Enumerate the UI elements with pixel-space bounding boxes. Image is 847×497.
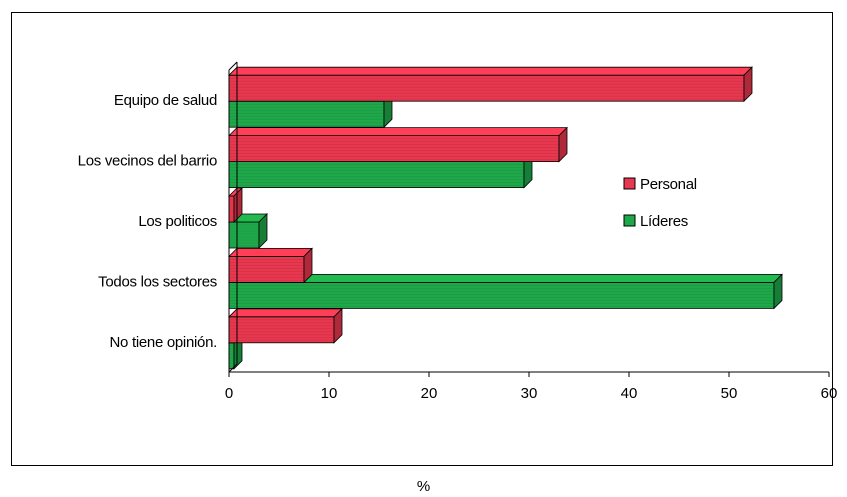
axis-layer bbox=[228, 61, 830, 377]
x-axis-title: % bbox=[416, 478, 431, 495]
x-tick-label: 60 bbox=[821, 385, 838, 402]
x-tick-label: 30 bbox=[521, 385, 538, 402]
legend-label: Personal bbox=[640, 176, 697, 193]
bar-personal bbox=[228, 247, 313, 284]
bar-lderes bbox=[228, 213, 268, 249]
category-labels: Equipo de salud Los vecinos del barrio Los… bbox=[78, 92, 218, 351]
x-tick-label: 0 bbox=[225, 385, 233, 402]
bar-personal bbox=[228, 307, 343, 344]
bar-lderes bbox=[228, 273, 783, 310]
category-label: Todos los sectores bbox=[98, 273, 217, 290]
category-label: Los vecinos del barrio bbox=[78, 153, 217, 170]
x-tick-labels: 0 10 20 30 40 50 60 bbox=[225, 385, 838, 402]
legend-label: Líderes bbox=[640, 213, 688, 230]
bar-personal bbox=[228, 187, 243, 223]
x-tick-label: 10 bbox=[321, 385, 338, 402]
wall-bottom-edge bbox=[228, 363, 238, 373]
category-label: No tiene opinión. bbox=[110, 334, 217, 351]
legend: Personal Líderes bbox=[623, 176, 697, 230]
category-label: Los politicos bbox=[138, 213, 217, 230]
legend-swatch bbox=[623, 214, 636, 227]
x-tick-label: 40 bbox=[621, 385, 638, 402]
x-tick-label: 20 bbox=[421, 385, 438, 402]
x-tick-label: 50 bbox=[721, 385, 738, 402]
legend-swatch bbox=[623, 177, 636, 190]
wall-top-edge bbox=[228, 61, 238, 71]
bar-personal bbox=[228, 66, 753, 103]
category-label: Equipo de salud bbox=[114, 92, 217, 109]
bar-personal bbox=[228, 126, 568, 163]
bars-layer bbox=[228, 66, 783, 370]
